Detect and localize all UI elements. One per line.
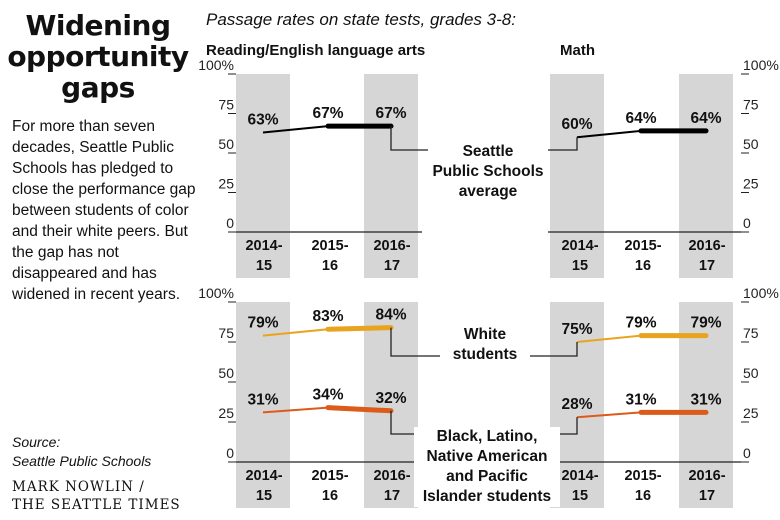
black-latino-students-latest-segment	[325, 405, 394, 414]
y-tick-label: 0	[226, 215, 234, 231]
seattle-average-label: Seattle Public Schools average	[428, 142, 548, 202]
year-column-shade	[550, 74, 604, 278]
data-label: 75%	[561, 321, 592, 338]
x-tick-label: 2016- 17	[373, 238, 411, 274]
credit-line-2: THE SEATTLE TIMES	[12, 497, 181, 513]
x-tick-label: 2014- 15	[561, 238, 599, 274]
y-tick-label: 25	[218, 176, 234, 192]
data-label: 31%	[690, 391, 721, 408]
year-column-shade	[236, 302, 290, 508]
data-label: 32%	[375, 390, 406, 407]
data-label: 79%	[690, 315, 721, 332]
y-tick-label: 50	[743, 136, 759, 152]
data-label: 28%	[561, 396, 592, 413]
y-tick-label: 100%	[743, 57, 779, 73]
x-tick-label: 2015- 16	[311, 468, 349, 504]
x-tick-label: 2015- 16	[624, 468, 662, 504]
white-students-latest-segment	[325, 325, 394, 332]
data-label: 60%	[561, 116, 592, 133]
data-label: 79%	[625, 315, 656, 332]
y-tick-label: 25	[218, 405, 234, 421]
math-panel-title: Math	[560, 42, 595, 59]
white-students-leader-right	[530, 342, 578, 357]
x-tick-label: 2014- 15	[245, 238, 283, 274]
data-label: 64%	[690, 110, 721, 127]
y-tick-label: 75	[743, 97, 759, 113]
black-latino-students-label: Black, Latino, Native American and Pacif…	[414, 427, 560, 507]
y-tick-label: 0	[743, 445, 751, 461]
data-label: 34%	[312, 387, 343, 404]
white-students-label: White students	[440, 325, 530, 365]
x-tick-label: 2016- 17	[373, 468, 411, 504]
data-label: 83%	[312, 308, 343, 325]
y-tick-label: 50	[218, 136, 234, 152]
data-label: 31%	[625, 391, 656, 408]
y-tick-label: 100%	[198, 57, 234, 73]
y-tick-label: 75	[218, 325, 234, 341]
chart-title: Passage rates on state tests, grades 3-8…	[206, 10, 516, 29]
y-tick-label: 100%	[743, 285, 779, 301]
intro-text: For more than seven decades, Seattle Pub…	[12, 118, 196, 303]
data-label: 84%	[375, 307, 406, 324]
white-students-leader-left	[390, 327, 442, 357]
source-label: Source:	[12, 434, 61, 450]
headline: Widening opportunity gaps	[7, 9, 189, 104]
y-tick-label: 100%	[198, 285, 234, 301]
x-tick-label: 2015- 16	[311, 238, 349, 274]
year-column-shade	[679, 74, 733, 278]
seattle-average-leader-right	[545, 137, 578, 151]
data-label: 67%	[312, 105, 343, 122]
y-tick-label: 50	[743, 365, 759, 381]
y-tick-label: 25	[743, 176, 759, 192]
y-tick-label: 0	[226, 445, 234, 461]
credit: MARK NOWLIN / THE SEATTLE TIMES	[12, 478, 181, 514]
reading-panel-title: Reading/English language arts	[206, 42, 426, 59]
year-column-shade	[364, 74, 418, 278]
credit-line-1: MARK NOWLIN /	[12, 479, 145, 495]
x-tick-label: 2016- 17	[688, 238, 726, 274]
y-tick-label: 25	[743, 405, 759, 421]
data-label: 31%	[247, 391, 278, 408]
y-tick-label: 75	[218, 97, 234, 113]
year-column-shade	[236, 74, 290, 278]
x-tick-label: 2014- 15	[245, 468, 283, 504]
source-name: Seattle Public Schools	[12, 453, 152, 469]
x-tick-label: 2015- 16	[624, 238, 662, 274]
data-label: 64%	[625, 110, 656, 127]
y-tick-label: 75	[743, 325, 759, 341]
y-tick-label: 0	[743, 215, 751, 231]
seattle-average-leader-left	[390, 126, 432, 151]
x-tick-label: 2014- 15	[561, 468, 599, 504]
x-tick-label: 2016- 17	[688, 468, 726, 504]
data-label: 63%	[247, 111, 278, 128]
y-tick-label: 50	[218, 365, 234, 381]
data-label: 67%	[375, 105, 406, 122]
data-label: 79%	[247, 315, 278, 332]
